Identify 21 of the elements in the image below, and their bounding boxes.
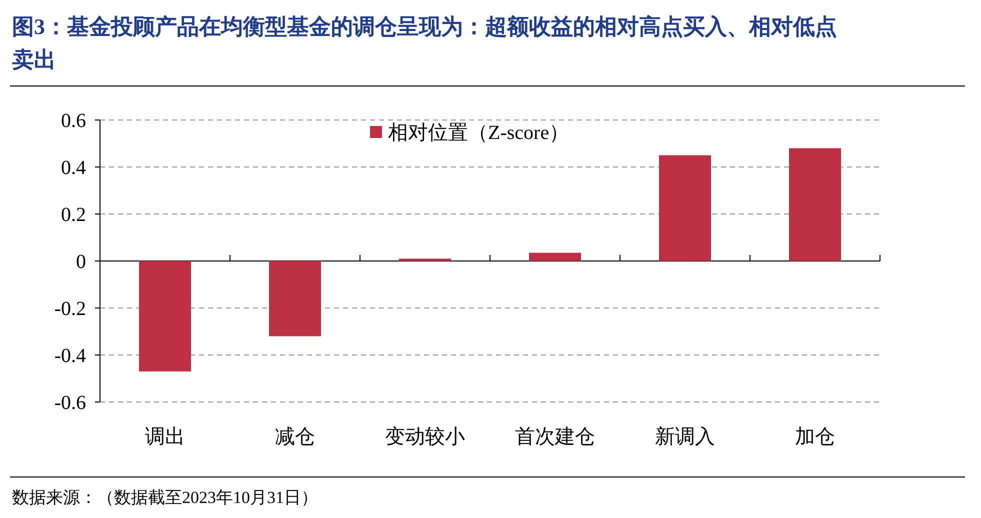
- y-tick-label: 0.2: [61, 204, 86, 226]
- bar: [139, 261, 191, 372]
- source-note: 数据来源：（数据截至2023年10月31日）: [12, 488, 318, 507]
- y-tick-label: 0.6: [61, 110, 86, 132]
- x-tick-label: 首次建仓: [515, 426, 595, 448]
- bar: [529, 252, 581, 261]
- x-tick-label: 新调入: [655, 426, 715, 448]
- y-tick-label: 0.4: [61, 157, 86, 179]
- y-tick-label: -0.4: [54, 345, 86, 367]
- x-tick-label: 调出: [145, 426, 185, 448]
- bar: [789, 148, 841, 261]
- x-tick-label: 变动较小: [385, 426, 465, 448]
- legend-label: 相对位置（Z-score）: [388, 122, 570, 144]
- bar: [269, 261, 321, 336]
- y-tick-label: 0: [76, 251, 86, 273]
- y-tick-label: -0.6: [54, 392, 86, 414]
- bar: [659, 155, 711, 261]
- chart-title: 图3：基金投顾产品在均衡型基金的调仓呈现为：超额收益的相对高点买入、相对低点卖出: [12, 14, 837, 72]
- x-tick-label: 减仓: [275, 426, 315, 448]
- x-tick-label: 加仓: [795, 426, 835, 448]
- y-tick-label: -0.2: [54, 298, 86, 320]
